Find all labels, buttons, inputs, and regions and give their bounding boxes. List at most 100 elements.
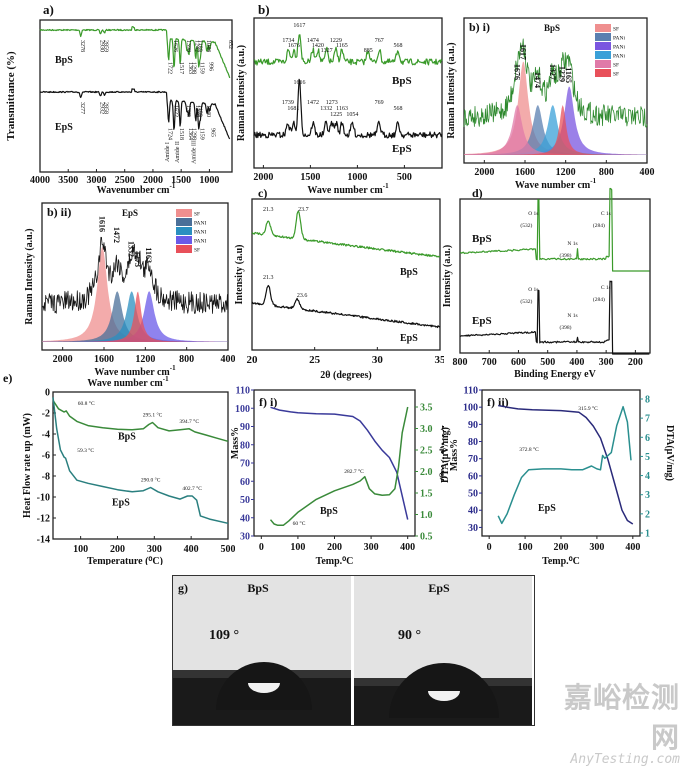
series-line-BpS: [253, 34, 443, 66]
peak-annotation: 1739: [282, 100, 294, 106]
peak-annotation: 21.3: [263, 207, 274, 213]
x-tick-label: 400: [640, 167, 655, 178]
y-tick-label: 0: [45, 388, 50, 399]
legend-label: PANi: [613, 54, 625, 60]
legend-label: SF: [194, 248, 200, 254]
peak-annotation: 1189: [197, 105, 203, 117]
series-label: BpS: [472, 233, 492, 245]
x-tick-label: 2000: [474, 167, 494, 178]
peak-annotation: 1363: [187, 62, 193, 74]
y-left-tick-label: 70: [468, 454, 478, 465]
peak-annotation: 2930: [98, 40, 104, 52]
y-left-axis-label-top: DTA(μV/mg): [440, 427, 451, 483]
x-tick-label: 0: [259, 542, 264, 553]
component-peak-SF: [464, 105, 647, 155]
x-tick-label: 1500: [171, 175, 191, 186]
peak-name: O 1s: [528, 287, 538, 293]
peak-annotation: 1616: [293, 80, 305, 86]
panel-label: c): [258, 186, 267, 200]
watermark-en: AnyTesting.com: [570, 752, 680, 767]
sample-label: BpS: [320, 506, 338, 517]
temperature-annotation: 282.7 °C: [344, 468, 364, 475]
component-peak-SF: [464, 105, 647, 155]
legend-label: PANI: [194, 230, 206, 236]
temperature-annotation: 60 °C: [293, 520, 306, 527]
y-axis-label: Intensity (a.u.): [442, 245, 453, 308]
x-tick-label: 700: [482, 357, 497, 368]
y-tick-label: -14: [37, 535, 50, 546]
y-tick-label: -12: [37, 514, 50, 525]
sample-label: BpS: [247, 581, 269, 595]
panel-b-raman-chart: b) Raman Intensity (a.u.) 2000 1500 1000 500 W…: [236, 2, 443, 195]
legend-swatch: [176, 245, 192, 253]
x-tick-label: 3000: [86, 175, 106, 186]
x-tick-label: 20: [247, 354, 259, 366]
peak-annotation: 2859: [102, 40, 108, 52]
y-left-tick-label: 50: [468, 489, 478, 500]
peak-value: (284): [593, 296, 605, 303]
x-axis-label: 2θ (degrees): [320, 370, 371, 381]
y-right-axis-label: DTA(μV/mg): [439, 425, 444, 481]
legend-label: PANi: [613, 45, 625, 51]
peak-annotation: 769: [375, 100, 384, 106]
peak-value: (398): [560, 324, 572, 331]
peak-annotation: 2932: [98, 102, 104, 114]
y-left-tick-label: 110: [236, 386, 250, 397]
y-right-tick-label: 4: [645, 471, 650, 482]
series-line-EpS: [459, 280, 650, 355]
y-right-tick-label: 3.5: [420, 403, 433, 414]
peak-annotation: 996: [208, 62, 214, 71]
panel-label: b) i): [469, 20, 490, 34]
x-tick-label: 35: [435, 354, 445, 366]
peak-annotation: 1676: [288, 43, 300, 49]
x-tick-label: 400: [221, 354, 236, 365]
peak-annotation: 1724: [167, 128, 173, 140]
y-axis-label: Raman Intensity (a.u.): [24, 228, 35, 324]
y-left-tick-label: 90: [240, 422, 250, 433]
y-tick-label: -4: [42, 430, 50, 441]
peak-annotation: 1474: [307, 38, 319, 44]
x-tick-label: 4000: [30, 175, 50, 186]
peak-annotation: 1681: [287, 106, 299, 112]
peak-annotation: 1518: [178, 128, 184, 140]
y-left-tick-label: 100: [463, 403, 478, 414]
legend-swatch: [595, 51, 611, 59]
peak-annotation: 1617: [518, 44, 527, 60]
reflection-mask: [247, 671, 281, 683]
peak-name: O 1s: [528, 211, 538, 217]
y-left-tick-label: 40: [468, 506, 478, 517]
legend-label: SF: [613, 72, 619, 78]
plot-frame: [253, 17, 443, 169]
y-left-tick-label: 110: [464, 386, 478, 397]
peak-annotation: 1617: [293, 23, 305, 29]
temperature-annotation: 59.3 °C: [77, 447, 94, 454]
plot-frame: [39, 19, 233, 173]
y-right-tick-label: 7: [645, 414, 650, 425]
peak-annotation: 1616: [97, 216, 106, 232]
panel-label: f) ii): [487, 395, 509, 409]
peak-annotation: 1040: [205, 105, 211, 117]
peak-annotation: 1327: [548, 64, 557, 80]
series-line-EpS: [52, 397, 229, 525]
sample-label: EpS: [122, 208, 138, 218]
peak-annotation: 1189: [197, 40, 203, 52]
component-peak-SF: [42, 291, 228, 342]
panel-b-i-raman-deconvolution: b) i) BpS Raman Intensity (a.u.) 2000 1600 12…: [446, 17, 655, 191]
y-left-tick-label: 100: [235, 404, 250, 415]
y-axis-label: Intensity (a.u): [234, 244, 245, 304]
reflection-mask: [427, 679, 461, 691]
panel-label: g): [178, 581, 188, 595]
peak-annotation: 885: [364, 48, 373, 54]
peak-annotation: 1626: [172, 40, 178, 52]
x-tick-label: 200: [628, 357, 643, 368]
y-left-tick-label: 40: [240, 513, 250, 524]
y-tick-label: -2: [42, 409, 50, 420]
panel-e-dsc-chart: e) Wave number cm-1 Heat Flow rate up (mW)…: [3, 371, 235, 565]
peak-annotation: 1165: [336, 43, 348, 49]
peak-annotation: 23.6: [297, 293, 308, 299]
peak-annotation: 1163: [144, 247, 153, 263]
x-tick-label: 800: [599, 167, 614, 178]
peak-annotation: 1474: [533, 72, 542, 88]
plot-frame: [41, 202, 229, 351]
